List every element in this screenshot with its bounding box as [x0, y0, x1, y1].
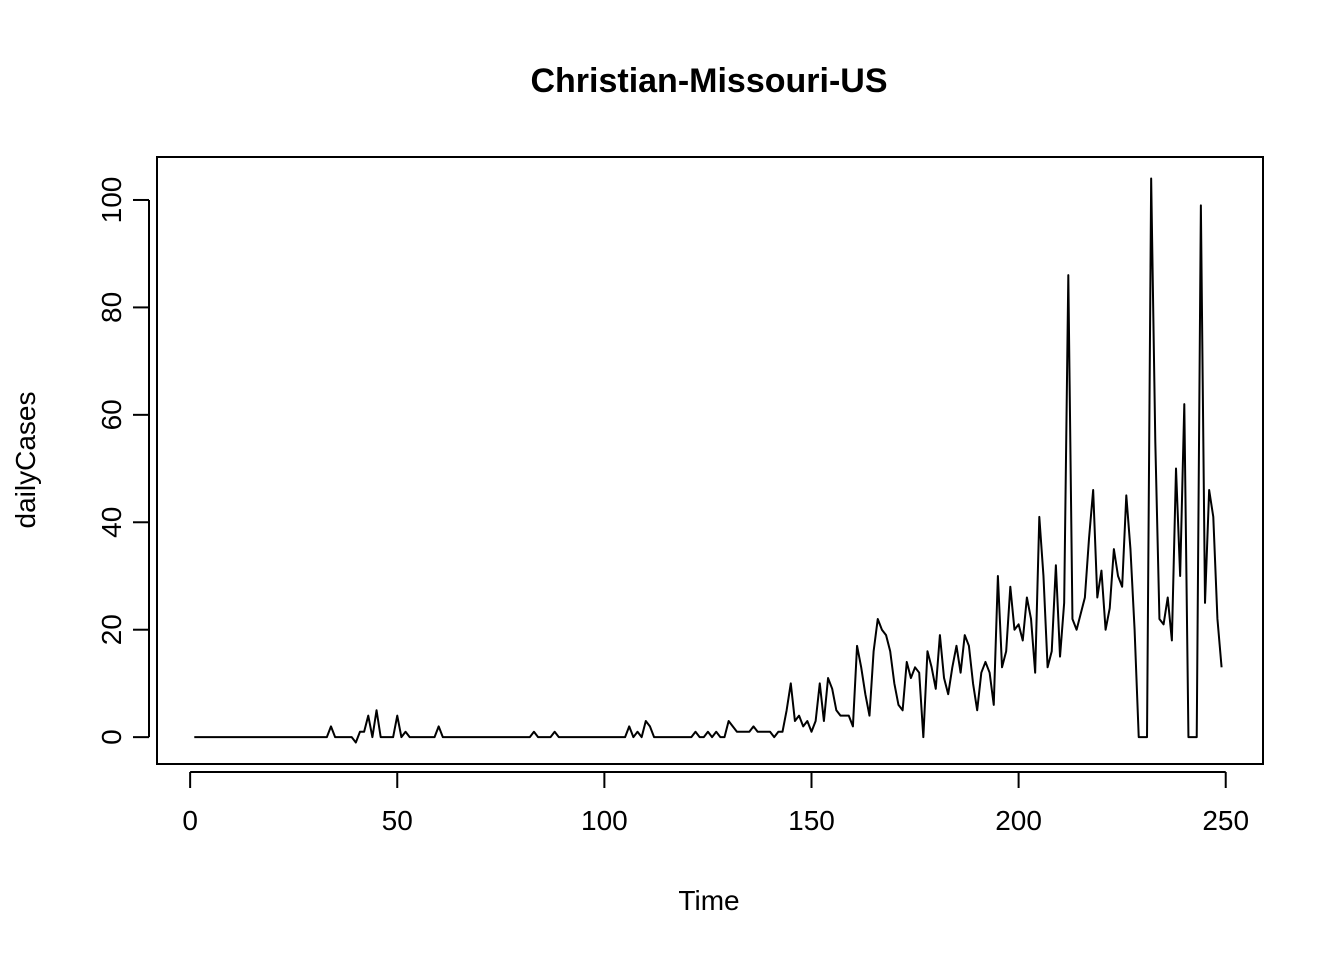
daily-cases-line	[194, 177, 1223, 744]
x-tick-label: 250	[1202, 805, 1249, 836]
y-tick-label: 60	[96, 399, 127, 430]
x-axis: 0 50 100 150 200 250	[182, 771, 1249, 836]
y-axis-label: dailyCases	[10, 392, 41, 529]
x-tick-label: 50	[382, 805, 413, 836]
y-tick-label: 80	[96, 292, 127, 323]
plot-frame	[156, 156, 1264, 765]
y-tick-label: 0	[96, 729, 127, 745]
x-tick-label: 200	[995, 805, 1042, 836]
x-tick-label: 100	[581, 805, 628, 836]
chart-title: Christian-Missouri-US	[530, 62, 887, 100]
y-tick-label: 40	[96, 507, 127, 538]
x-tick-label: 0	[182, 805, 198, 836]
x-tick-label: 150	[788, 805, 835, 836]
y-tick-label: 100	[96, 177, 127, 224]
x-axis-label: Time	[678, 885, 739, 916]
y-axis: 0 20 40 60 80 100	[96, 177, 150, 745]
y-tick-label: 20	[96, 614, 127, 645]
